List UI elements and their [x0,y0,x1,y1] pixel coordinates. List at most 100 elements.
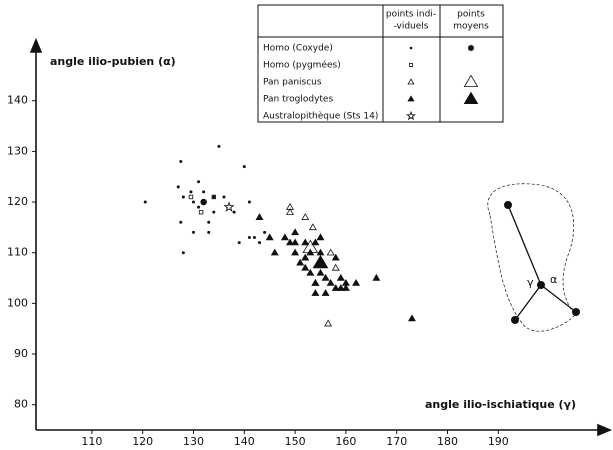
point [296,258,305,266]
point [242,165,246,169]
point [247,200,251,204]
point [316,233,325,241]
point [331,263,340,271]
x-tick-label: 140 [234,435,255,448]
pelvis-point [504,201,512,209]
point [331,253,340,261]
legend-label: Homo (Coxyde) [263,44,333,54]
point [331,284,340,291]
diagram-label: γ [527,276,534,289]
pelvis-point [572,308,580,316]
point [301,238,310,246]
x-tick-label: 160 [335,435,356,448]
mean-point [200,198,207,206]
point [211,194,217,200]
point [326,279,335,286]
point [326,248,335,256]
point [291,248,300,256]
point [311,279,320,286]
x-arrow [597,423,613,437]
point [197,205,201,209]
point [207,230,211,234]
y-axis-label: angle ilio-pubien (α) [50,55,176,68]
point [188,194,194,200]
point [308,223,317,231]
point [341,284,350,291]
x-tick-label: 180 [437,435,458,448]
point [263,230,267,234]
y-tick-label: 100 [7,296,28,309]
legend-frame [257,4,504,123]
diagram-label: α [550,273,557,286]
point [306,248,315,256]
point [324,319,333,327]
y-tick-label: 130 [7,144,28,157]
pelvis-line [507,204,542,286]
point [217,144,221,148]
point [179,160,183,164]
x-tick-label: 120 [132,435,153,448]
point [301,263,310,271]
point [181,195,185,199]
point [286,208,295,215]
axes [29,37,613,437]
point [265,233,274,241]
legend-label: Homo (pygmées) [263,60,341,71]
pelvis-diagram [487,183,580,332]
point [352,279,361,286]
legend-table [257,4,504,123]
point [232,210,236,214]
pelvis-line [540,284,577,313]
x-tick-label: 150 [285,435,306,448]
y-tick-label: 80 [14,398,28,411]
point [301,253,310,261]
point [258,241,262,245]
x-axis-label: angle ilio-ischiatique (γ) [425,398,576,411]
legend-marker [405,110,417,121]
legend-marker [407,78,415,85]
legend-marker [463,74,479,88]
legend-header: -viduels [394,22,429,32]
pelvis-point [537,281,545,289]
point [212,210,216,214]
legend-header: moyens [453,22,489,32]
point [372,273,381,281]
point [270,248,279,256]
point [191,230,195,234]
point [301,213,310,220]
pelvis-point [511,316,519,324]
point [321,289,330,296]
point [316,248,325,256]
point [237,241,241,245]
point [286,238,295,246]
point [191,200,195,204]
legend-header: points indi- [386,10,436,20]
point [189,190,193,194]
point [321,273,330,281]
legend-marker [409,46,413,50]
point [222,195,226,199]
y-tick-label: 140 [7,94,28,107]
pelvis-outline [487,183,576,332]
point [247,236,251,239]
x-tick-label: 190 [488,435,509,448]
point [252,236,256,239]
point [407,314,416,322]
point [280,233,289,241]
legend-label: Pan troglodytes [263,95,333,105]
point [143,200,147,204]
mean-point [312,254,329,269]
pelvis-line [514,284,542,321]
y-tick-label: 120 [7,195,28,208]
point [336,284,345,291]
point [181,251,185,255]
point [207,220,211,224]
point [316,268,325,276]
x-tick-label: 170 [386,435,407,448]
point [223,201,235,212]
point [311,289,320,296]
point [306,268,315,276]
point [179,220,183,224]
point [291,228,300,236]
